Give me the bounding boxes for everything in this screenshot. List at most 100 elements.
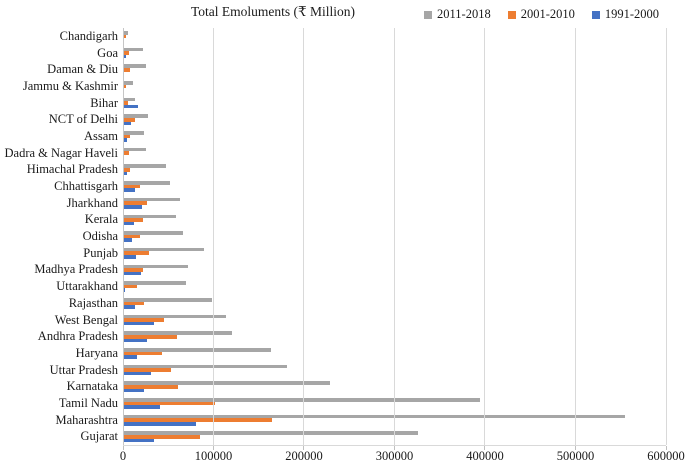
gridline xyxy=(303,28,305,445)
bar-1991-2000 xyxy=(123,438,154,443)
bar-1991-2000 xyxy=(123,255,136,259)
category-label: West Bengal xyxy=(54,312,118,327)
gridline xyxy=(665,28,667,445)
legend-swatch-icon xyxy=(507,10,516,19)
bar-2001-2010 xyxy=(123,51,130,55)
bar-1991-2000 xyxy=(123,355,137,359)
bar-2001-2010 xyxy=(123,418,273,422)
bar-1991-2000 xyxy=(123,288,125,293)
bar-group xyxy=(123,412,666,429)
bar-1991-2000 xyxy=(123,338,148,343)
y-axis-category-labels: Chandigarh Goa Daman & Diu Jammu & Kashmir B… xyxy=(0,28,119,445)
bar-1991-2000 xyxy=(123,121,131,126)
bar-2001-2010 xyxy=(123,117,136,122)
x-axis-tick-label: 400000 xyxy=(466,449,504,463)
bar-1991-2000 xyxy=(123,421,197,426)
bar-2011-2018 xyxy=(123,348,271,352)
x-axis-tick-label: 100000 xyxy=(194,449,233,463)
bar-2011-2018 xyxy=(123,264,189,269)
category-label: Karnataka xyxy=(66,379,118,394)
bar-2001-2010 xyxy=(123,67,130,72)
bar-2001-2010 xyxy=(123,84,126,89)
plot-rows xyxy=(123,28,666,445)
legend-item: 2001-2010 xyxy=(507,7,575,22)
bar-1991-2000 xyxy=(123,104,139,109)
category-label: Uttar Pradesh xyxy=(49,362,118,377)
x-axis-tick-mark xyxy=(212,446,214,450)
bar-group xyxy=(123,362,666,379)
legend-label: 1991-2000 xyxy=(604,7,660,21)
bar-2011-2018 xyxy=(123,381,331,385)
bar-1991-2000 xyxy=(123,238,133,242)
category-label: Andhra Pradesh xyxy=(37,329,118,344)
x-axis-tick-labels: 0 100000 200000 300000 400000 500000 600000 xyxy=(0,449,687,465)
bar-2011-2018 xyxy=(123,314,227,319)
bar-2001-2010 xyxy=(123,368,171,372)
x-axis-tick-mark xyxy=(303,446,305,450)
bar-group xyxy=(123,212,666,229)
x-axis-tick-label: 0 xyxy=(119,449,127,463)
bar-1991-2000 xyxy=(123,321,154,326)
category-label: Punjab xyxy=(83,245,118,260)
category-label: Kerala xyxy=(84,212,118,227)
bar-group xyxy=(123,395,666,412)
bar-1991-2000 xyxy=(123,54,127,59)
bar-2011-2018 xyxy=(123,114,149,118)
x-axis-tick-label: 600000 xyxy=(647,449,685,463)
bar-2011-2018 xyxy=(123,81,133,85)
bar-2001-2010 xyxy=(123,201,148,206)
bar-2001-2010 xyxy=(123,151,130,155)
bar-2001-2010 xyxy=(123,401,216,406)
category-label: Rajasthan xyxy=(68,295,118,310)
bar-group xyxy=(123,45,666,62)
bar-group xyxy=(123,278,666,295)
bar-1991-2000 xyxy=(123,205,142,209)
bar-group xyxy=(123,195,666,212)
plot-area xyxy=(122,28,667,450)
bar-group xyxy=(123,295,666,312)
category-label: Tamil Nadu xyxy=(58,395,118,410)
bar-1991-2000 xyxy=(123,371,152,376)
x-axis-tick-label: 500000 xyxy=(556,449,595,463)
category-label: Madhya Pradesh xyxy=(34,262,118,277)
bar-2011-2018 xyxy=(123,281,187,285)
bar-2001-2010 xyxy=(123,301,145,306)
bar-group xyxy=(123,245,666,262)
legend-label: 2011-2018 xyxy=(437,7,491,21)
bar-group xyxy=(123,429,666,446)
legend-swatch-icon xyxy=(591,10,600,19)
bar-2011-2018 xyxy=(123,97,136,102)
bar-1991-2000 xyxy=(123,405,160,409)
bar-group xyxy=(123,128,666,145)
x-axis-tick-mark xyxy=(394,446,395,450)
category-label: Jammu & Kashmir xyxy=(22,78,118,93)
bar-2011-2018 xyxy=(123,331,232,335)
bar-2011-2018 xyxy=(123,431,419,436)
bar-2001-2010 xyxy=(123,268,143,272)
bar-2011-2018 xyxy=(123,30,128,35)
bar-1991-2000 xyxy=(123,188,135,192)
bar-2011-2018 xyxy=(123,231,183,235)
x-axis-tick-mark xyxy=(665,446,667,450)
x-axis-tick-mark xyxy=(484,446,486,450)
bar-2001-2010 xyxy=(123,284,138,289)
bar-2011-2018 xyxy=(123,414,626,419)
gridline xyxy=(575,28,576,445)
category-label: Jharkhand xyxy=(66,195,118,210)
bar-group xyxy=(123,162,666,179)
bar-2001-2010 xyxy=(123,218,143,222)
category-label: Haryana xyxy=(75,345,118,360)
bar-1991-2000 xyxy=(123,271,141,276)
bar-group xyxy=(123,378,666,395)
bar-2001-2010 xyxy=(123,251,150,256)
bar-2001-2010 xyxy=(123,168,131,172)
category-label: Gujarat xyxy=(80,429,118,444)
bar-2011-2018 xyxy=(123,147,146,152)
bar-1991-2000 xyxy=(123,171,127,176)
y-axis-line xyxy=(122,28,124,445)
bar-2011-2018 xyxy=(123,164,166,169)
bar-2011-2018 xyxy=(123,181,170,185)
bar-2001-2010 xyxy=(123,234,141,239)
bar-group xyxy=(123,178,666,195)
